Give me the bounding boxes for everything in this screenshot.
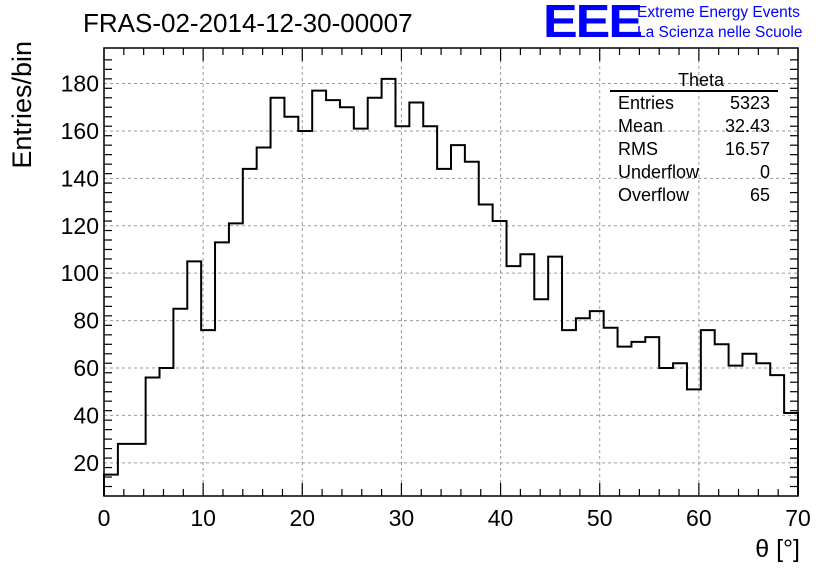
stats-value: 16.57 [724, 139, 770, 159]
x-tick-label: 0 [98, 505, 111, 531]
logo-subtitle-line2: La Scienza nelle Scuole [637, 24, 803, 41]
stats-value: 65 [749, 185, 770, 205]
eee-logo: EEE [543, 0, 643, 48]
x-tick-label: 10 [190, 505, 216, 531]
stats-label: Mean [618, 116, 664, 136]
x-tick-label: 40 [488, 505, 514, 531]
stats-label: Entries [618, 93, 675, 113]
x-axis-label: θ [°] [755, 535, 800, 563]
chart-title: FRAS-02-2014-12-30-00007 [83, 8, 413, 38]
stats-label: RMS [618, 139, 658, 159]
stats-title: Theta [610, 70, 778, 92]
y-tick-label: 100 [61, 260, 99, 286]
stats-value: 5323 [729, 93, 770, 113]
y-axis-label: Entries/bin [7, 41, 37, 169]
x-tick-label: 70 [785, 505, 811, 531]
stats-row-entries: Entries 5323 [610, 92, 778, 115]
plot-frame [103, 47, 799, 497]
x-tick-label: 60 [686, 505, 712, 531]
stats-label: Underflow [618, 162, 700, 182]
x-tick-label: 20 [289, 505, 315, 531]
stats-row-rms: RMS 16.57 [610, 138, 778, 161]
stats-label: Overflow [618, 185, 690, 205]
logo-subtitle-line1: Extreme Energy Events [637, 4, 800, 21]
histogram-series [103, 77, 799, 496]
y-tick-label: 60 [73, 355, 99, 381]
y-tick-label: 140 [61, 165, 99, 191]
y-tick-label: 20 [73, 450, 99, 476]
y-tick-label: 80 [73, 308, 99, 334]
y-tick-label: 40 [73, 402, 99, 428]
stats-row-overflow: Overflow 65 [610, 184, 778, 207]
y-tick-label: 120 [61, 213, 99, 239]
stats-value: 0 [759, 162, 770, 182]
stats-box: Theta Entries 5323 Mean 32.43 RMS 16.57 … [610, 70, 778, 207]
stats-value: 32.43 [724, 116, 770, 136]
y-tick-label: 180 [61, 71, 99, 97]
y-tick-label: 160 [61, 118, 99, 144]
x-tick-label: 30 [389, 505, 415, 531]
stats-row-underflow: Underflow 0 [610, 161, 778, 184]
x-tick-label: 50 [587, 505, 613, 531]
stats-row-mean: Mean 32.43 [610, 115, 778, 138]
